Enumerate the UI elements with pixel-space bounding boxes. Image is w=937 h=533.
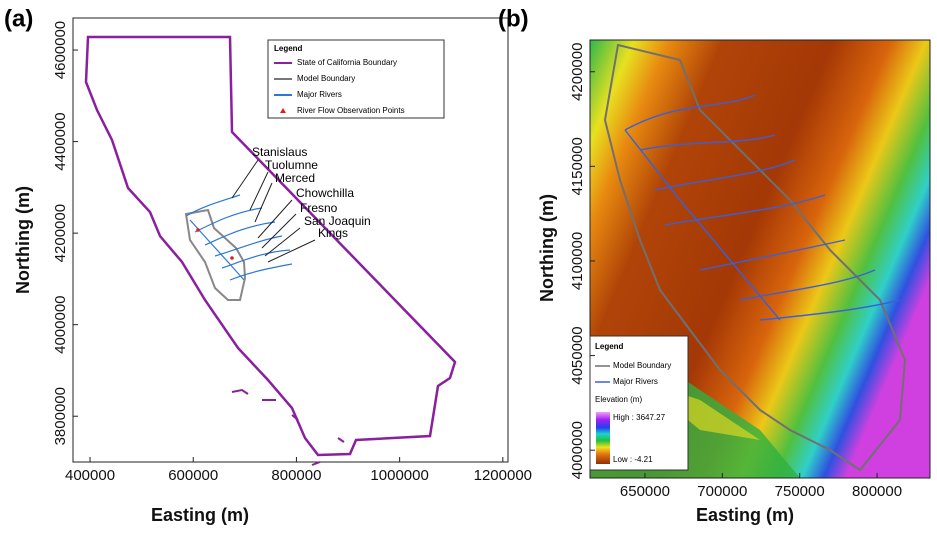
river-label: Kings bbox=[318, 226, 348, 240]
legend-low: Low : -4.21 bbox=[613, 455, 653, 464]
rivers bbox=[186, 195, 292, 280]
legend-item: Model Boundary bbox=[613, 361, 671, 370]
river-label: Chowchilla bbox=[296, 186, 354, 200]
river-label: Tuolumne bbox=[265, 158, 318, 172]
panel-label: (b) bbox=[498, 5, 529, 32]
observation-point bbox=[196, 228, 200, 232]
y-tick-label: 4050000 bbox=[569, 326, 586, 384]
x-axis-label: Easting (m) bbox=[696, 505, 794, 525]
observation-point bbox=[230, 256, 234, 260]
y-tick-label: 4200000 bbox=[569, 43, 586, 101]
x-tick-label: 800000 bbox=[852, 483, 902, 500]
legend-title: Legend bbox=[595, 342, 624, 351]
x-tick-label: 600000 bbox=[168, 467, 218, 484]
y-tick-label: 4000000 bbox=[569, 421, 586, 479]
y-tick-label: 4000000 bbox=[52, 295, 69, 353]
legend-subtitle: Elevation (m) bbox=[595, 395, 642, 404]
x-tick-label: 700000 bbox=[697, 483, 747, 500]
y-tick-label: 4100000 bbox=[569, 232, 586, 290]
y-tick-label: 3800000 bbox=[52, 387, 69, 445]
elevation-colorbar bbox=[596, 412, 610, 464]
river-label: Fresno bbox=[300, 201, 338, 215]
legend-item: Major Rivers bbox=[613, 377, 658, 386]
model-boundary bbox=[186, 210, 245, 300]
legend-item: River Flow Observation Points bbox=[297, 106, 405, 115]
y-tick-label: 4400000 bbox=[52, 112, 69, 170]
panel-label: (a) bbox=[4, 5, 33, 32]
y-tick-label: 4150000 bbox=[569, 137, 586, 195]
figure: (a) StanislausTuolumneMercedChowchillaFr… bbox=[0, 0, 937, 528]
legend-item: Major Rivers bbox=[297, 90, 342, 99]
y-tick-label: 4200000 bbox=[52, 204, 69, 262]
legend-item: State of California Boundary bbox=[297, 58, 397, 67]
x-tick-label: 1000000 bbox=[370, 467, 428, 484]
x-tick-label: 1200000 bbox=[474, 467, 532, 484]
legend-item: Model Boundary bbox=[297, 74, 355, 83]
river-label: Stanislaus bbox=[252, 145, 307, 159]
x-tick-label: 650000 bbox=[620, 483, 670, 500]
y-tick-label: 4600000 bbox=[52, 21, 69, 79]
x-axis-label: Easting (m) bbox=[151, 505, 249, 525]
x-tick-label: 750000 bbox=[775, 483, 825, 500]
x-tick-label: 800000 bbox=[271, 467, 321, 484]
legend-title: Legend bbox=[274, 44, 303, 53]
river-label: Merced bbox=[275, 171, 315, 185]
y-axis-label: Northing (m) bbox=[537, 194, 557, 302]
y-axis-label: Northing (m) bbox=[13, 186, 33, 294]
x-tick-label: 400000 bbox=[65, 467, 115, 484]
legend-high: High : 3647.27 bbox=[613, 413, 666, 422]
